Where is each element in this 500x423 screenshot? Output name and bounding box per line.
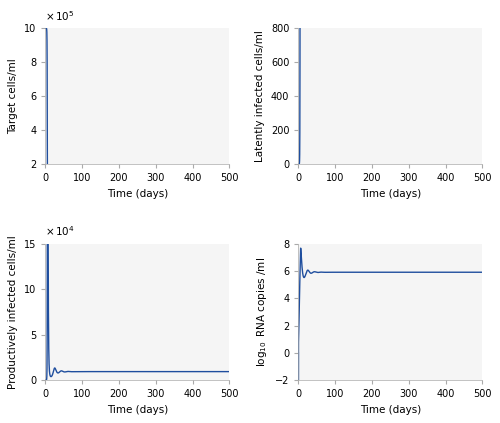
X-axis label: Time (days): Time (days) <box>360 405 421 415</box>
Y-axis label: $\log_{10}$ RNA copies /ml: $\log_{10}$ RNA copies /ml <box>256 257 270 367</box>
Y-axis label: Target cells/ml: Target cells/ml <box>8 58 18 134</box>
X-axis label: Time (days): Time (days) <box>106 405 168 415</box>
X-axis label: Time (days): Time (days) <box>360 189 421 199</box>
Text: $\times\,10^4$: $\times\,10^4$ <box>46 225 75 238</box>
X-axis label: Time (days): Time (days) <box>106 189 168 199</box>
Y-axis label: Latently infected cells/ml: Latently infected cells/ml <box>256 30 266 162</box>
Y-axis label: Productively infected cells/ml: Productively infected cells/ml <box>8 235 18 389</box>
Text: $\times\,10^5$: $\times\,10^5$ <box>46 9 75 22</box>
